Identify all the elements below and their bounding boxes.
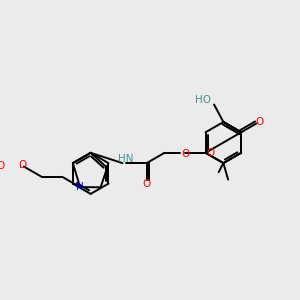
Text: O: O <box>182 149 190 159</box>
Text: O: O <box>206 148 214 158</box>
Text: O: O <box>18 160 26 170</box>
Text: O: O <box>0 160 5 171</box>
Text: N: N <box>76 182 84 192</box>
Text: HN: HN <box>118 154 134 164</box>
Text: HO: HO <box>195 95 211 105</box>
Text: O: O <box>142 179 151 189</box>
Text: O: O <box>255 117 263 127</box>
